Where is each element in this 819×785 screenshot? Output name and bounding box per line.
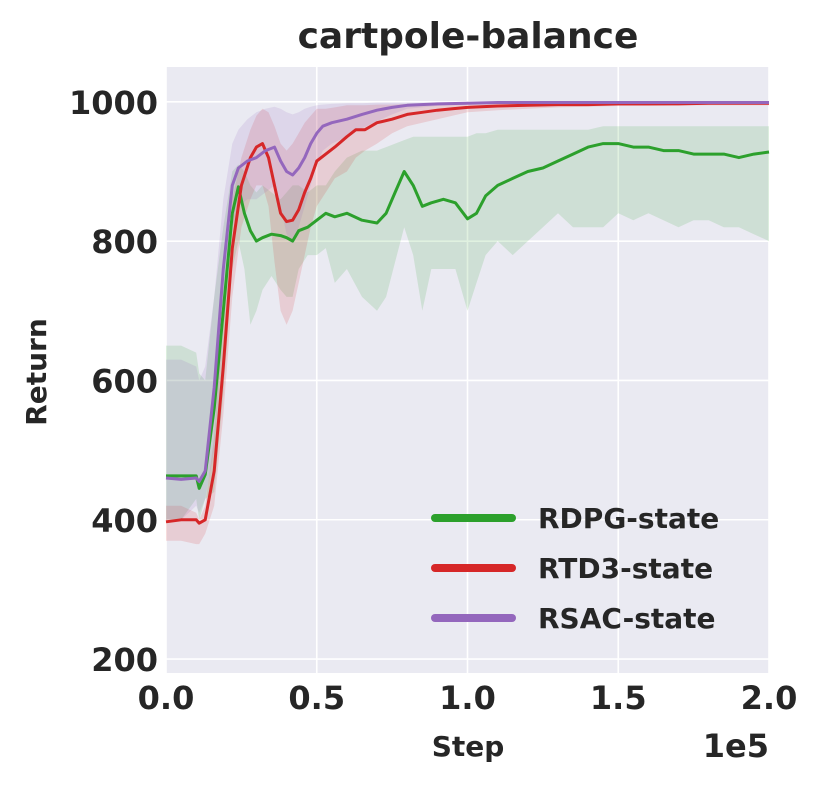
series-lines [165,101,770,525]
rtd3-state-band [166,102,769,545]
chart-title: cartpole-balance [298,16,639,57]
legend: RDPG-state RTD3-state RSAC-state [431,502,719,635]
x-axis-offset-text: 1e5 [703,727,769,765]
rdpg-state-band [166,126,769,520]
rtd3-state-legend-label: RTD3-state [538,552,713,585]
rtd3-state-line [165,101,769,525]
rsac-state-legend-label: RSAC-state [538,602,716,635]
x-tick-label: 1.5 [590,679,647,717]
y-tick-label: 200 [91,641,158,679]
confidence-bands [166,102,769,545]
x-axis-label: Step [432,730,505,763]
y-tick-label: 600 [91,362,158,400]
rsac-state-line [165,101,769,483]
x-tick-label: 0.0 [138,679,195,717]
x-tick-label: 2.0 [741,679,798,717]
x-tick-label: 0.5 [288,679,345,717]
rdpg-state-line [166,142,770,490]
tick-labels: 0.0 0.5 1.0 1.5 2.0 200 400 600 800 1000 [69,84,797,717]
y-tick-label: 400 [91,502,158,540]
x-tick-label: 1.0 [439,679,496,717]
y-tick-label: 800 [91,223,158,261]
rdpg-state-legend-label: RDPG-state [538,502,719,535]
y-axis-label: Return [20,318,53,426]
y-tick-label: 1000 [69,84,158,122]
